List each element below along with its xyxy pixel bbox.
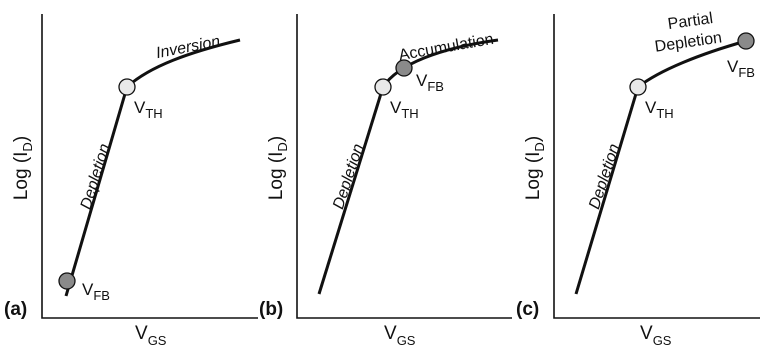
panel-c-vth-marker [629,78,647,96]
panel-c-y-axis-label: Log (ID) [523,136,547,200]
panel-b-vfb-marker [395,59,413,77]
panel-c: VTH VFB Depletion Partial Depletion Log … [516,10,760,348]
panel-a-region-depletion: Depletion [78,142,114,212]
panel-c-vth-label: VTH [645,98,674,121]
panel-a: VTH VFB Depletion Inversion Log (ID) VGS… [4,14,258,348]
panel-a-vth-label: VTH [134,98,163,121]
panel-c-x-axis-label: VGS [640,323,672,348]
panel-a-vfb-label: VFB [82,280,110,303]
panel-b-panel-label: (b) [259,299,283,320]
panel-a-panel-label: (a) [4,299,27,320]
panel-a-vfb-marker [58,272,76,290]
panel-b-depletion-curve [317,86,385,295]
panel-b-vth-marker [374,78,392,96]
panel-a-vth-marker [118,78,136,96]
panel-a-axes [41,14,258,319]
panel-a-region-inversion: Inversion [155,33,222,62]
panel-b-axes [296,14,512,319]
panel-a-depletion-curve [64,86,129,297]
panel-b-y-axis-label: Log (ID) [266,136,290,200]
panel-b-region-accumulation: Accumulation [397,31,495,64]
panel-c-vfb-label: VFB [727,57,755,80]
panel-b: VTH VFB Depletion Accumulation Log (ID) … [259,14,512,348]
panel-c-region-partial: Partial [667,10,714,33]
panel-b-region-depletion: Depletion [330,142,367,212]
panel-b-vfb-label: VFB [416,71,444,94]
panel-c-axes [553,14,760,319]
panel-a-y-axis-label: Log (ID) [11,136,35,200]
panel-a-x-axis-label: VGS [135,323,167,348]
panel-c-vfb-marker [737,32,755,50]
panel-c-region-depletion: Depletion [586,142,623,212]
panel-b-x-axis-label: VGS [384,323,416,348]
panel-a-inversion-curve [125,38,241,89]
panel-c-panel-label: (c) [516,299,539,320]
panel-c-partial-depletion-curve [637,39,747,89]
panel-c-depletion-curve [574,86,640,295]
panel-b-vth-label: VTH [390,98,419,121]
panel-b-accumulation-curve [381,38,499,88]
